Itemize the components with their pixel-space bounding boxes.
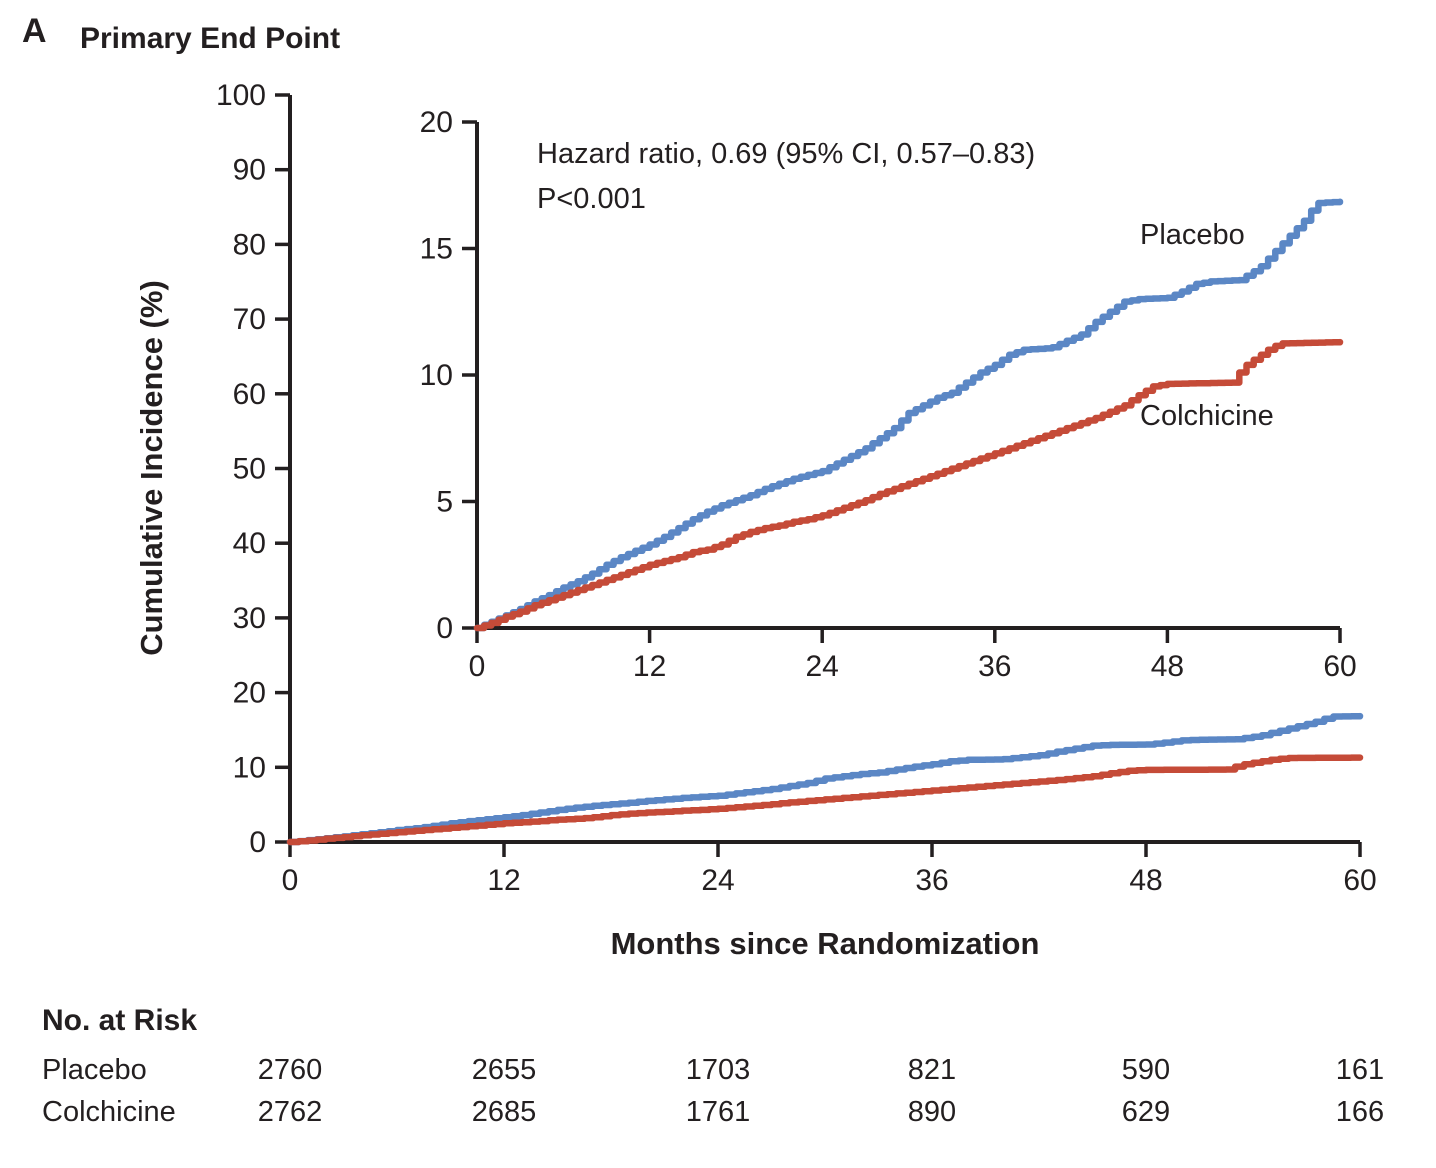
series-label-colchicine: Colchicine — [1140, 400, 1274, 432]
main-x-tick-label: 0 — [282, 864, 299, 897]
series-label-placebo: Placebo — [1140, 219, 1245, 251]
inset-y-tick-label: 0 — [436, 612, 453, 645]
main-x-tick-label: 60 — [1343, 864, 1376, 897]
main-y-tick-label: 70 — [233, 303, 266, 336]
hazard-ratio-annotation: Hazard ratio, 0.69 (95% CI, 0.57–0.83) — [537, 138, 1036, 170]
risk-count-colchicine-month-0: 2762 — [257, 1096, 323, 1128]
inset-x-tick-label: 24 — [806, 650, 839, 683]
risk-count-colchicine-month-60: 166 — [1335, 1096, 1385, 1128]
inset-x-tick-label: 0 — [469, 650, 486, 683]
risk-count-placebo-month-0: 2760 — [257, 1054, 323, 1086]
main-curve-colchicine — [286, 754, 1364, 846]
inset-y-tick-label: 15 — [420, 233, 453, 266]
inset-curve-placebo — [473, 198, 1344, 632]
risk-count-placebo-month-48: 590 — [1121, 1054, 1171, 1086]
x-axis-title: Months since Randomization — [610, 926, 1040, 961]
main-x-tick-label: 24 — [701, 864, 734, 897]
risk-row-label-colchicine: Colchicine — [42, 1096, 176, 1128]
main-x-tick-label: 48 — [1129, 864, 1162, 897]
risk-count-colchicine-month-36: 890 — [907, 1096, 957, 1128]
risk-count-placebo-month-36: 821 — [907, 1054, 957, 1086]
chart-title: Primary End Point — [80, 22, 341, 55]
main-y-tick-label: 90 — [233, 154, 266, 187]
main-y-tick-label: 40 — [233, 527, 266, 560]
inset-x-tick-label: 48 — [1151, 650, 1184, 683]
main-y-tick-label: 10 — [233, 751, 266, 784]
inset-curve-colchicine — [473, 338, 1344, 632]
main-y-tick-label: 80 — [233, 228, 266, 261]
risk-count-colchicine-month-24: 1761 — [685, 1096, 751, 1128]
main-y-tick-label: 0 — [249, 826, 266, 859]
risk-count-placebo-month-24: 1703 — [685, 1054, 751, 1086]
risk-count-placebo-month-60: 161 — [1335, 1054, 1385, 1086]
main-y-tick-label: 50 — [233, 453, 266, 486]
main-y-tick-label: 60 — [233, 378, 266, 411]
panel-letter: A — [22, 12, 47, 50]
risk-count-placebo-month-12: 2655 — [471, 1054, 537, 1086]
y-axis-title: Cumulative Incidence (%) — [134, 280, 170, 656]
risk-row-label-placebo: Placebo — [42, 1054, 147, 1086]
risk-count-colchicine-month-12: 2685 — [471, 1096, 537, 1128]
p-value-annotation: P<0.001 — [537, 183, 646, 215]
main-y-tick-label: 30 — [233, 602, 266, 635]
no-at-risk-heading: No. at Risk — [42, 1004, 198, 1037]
inset-y-tick-label: 20 — [420, 106, 453, 139]
main-y-tick-label: 20 — [233, 677, 266, 710]
main-y-tick-label: 100 — [216, 79, 266, 112]
inset-x-tick-label: 12 — [633, 650, 666, 683]
inset-x-tick-label: 60 — [1323, 650, 1356, 683]
main-x-tick-label: 36 — [915, 864, 948, 897]
inset-x-tick-label: 36 — [978, 650, 1011, 683]
main-curve-placebo — [286, 712, 1364, 846]
main-x-tick-label: 12 — [487, 864, 520, 897]
inset-y-tick-label: 5 — [436, 486, 453, 519]
inset-y-tick-label: 10 — [420, 359, 453, 392]
risk-count-colchicine-month-48: 629 — [1121, 1096, 1171, 1128]
